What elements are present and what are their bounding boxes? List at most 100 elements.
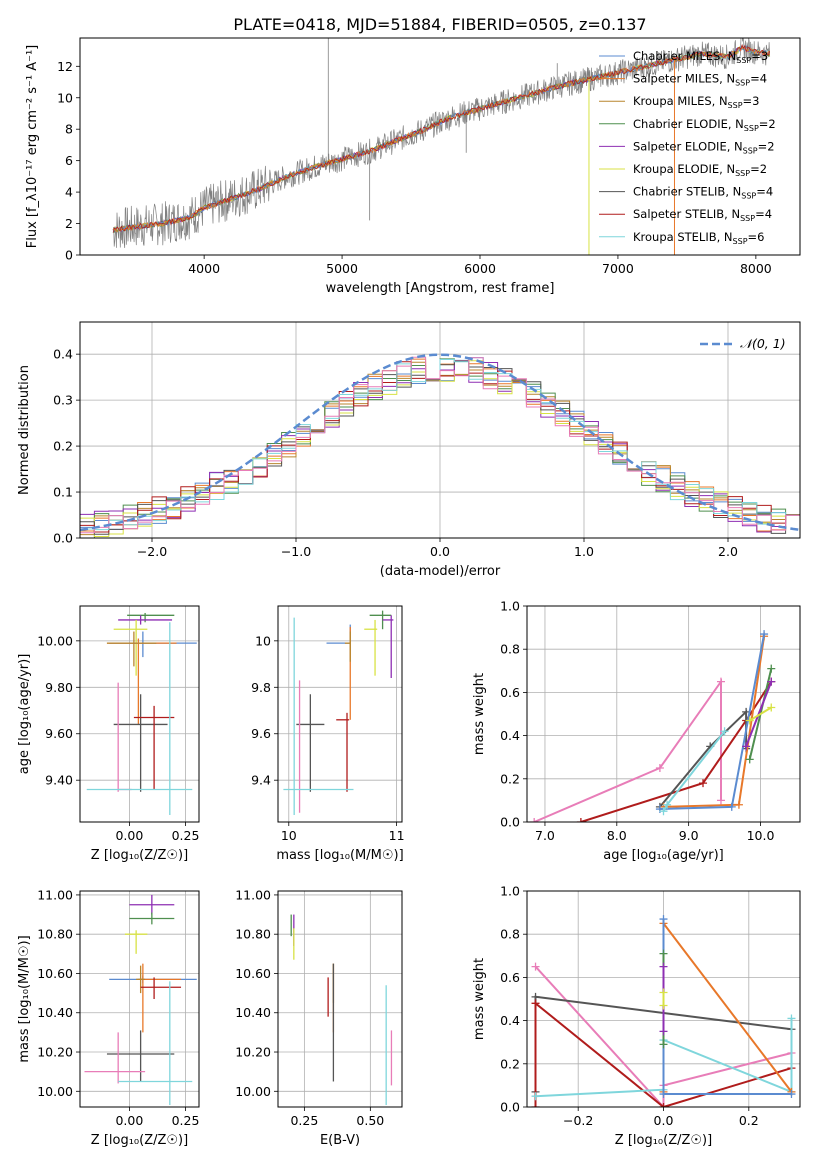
x-tick-label: 0.00 [115, 828, 143, 843]
plot-area-residuals [80, 353, 800, 538]
axes-frame [277, 890, 403, 1108]
axes-massweight_vs_Z: −0.2 0.0 0.2 0.0 0.2 0.4 0.6 0.8 1.0 Z [log₁₀(Z/Z… [472, 884, 801, 1148]
weight-series-kroupa_elodie [745, 703, 776, 725]
weight-series-chabrier_miles [655, 630, 769, 814]
weight-marker [531, 999, 540, 1008]
legend-entry: Chabrier MILES, NSSP=3 [633, 49, 768, 65]
weight-marker [787, 1014, 796, 1023]
x-tick-label: 7.0 [535, 828, 555, 843]
legend-entry: Kroupa STELIB, NSSP=6 [633, 230, 764, 246]
errorbar-point-chabrier_miles [109, 631, 197, 658]
axes-frame [79, 605, 200, 823]
errorbar-point-chabrier_miles [326, 624, 351, 651]
plot-massweight_vs_Z [527, 890, 800, 1108]
y-axis-label: mass weight [472, 673, 487, 755]
weight-marker [716, 796, 725, 805]
x-tick-label: 0.25 [290, 1113, 318, 1128]
y-tick-label: 10.40 [37, 1005, 73, 1020]
y-tick-label: 12 [57, 59, 73, 74]
weight-marker [745, 755, 754, 764]
plot-massweight_vs_age [527, 605, 800, 823]
histogram-pink [80, 356, 800, 534]
weight-marker [659, 1103, 668, 1107]
errorbar-point-kroupa_stelib [283, 617, 354, 816]
weight-marker [727, 802, 736, 811]
weight-marker [663, 800, 672, 809]
y-tick-label: 0.0 [53, 531, 73, 546]
x-tick-label: 7000 [602, 261, 634, 276]
y-tick-label: 11.00 [235, 887, 271, 902]
weight-line [662, 730, 726, 812]
x-tick-label: −0.2 [563, 1113, 593, 1128]
y-tick-label: 1.0 [500, 884, 520, 899]
y-tick-label: 4 [65, 185, 73, 200]
x-tick-label: 1.0 [574, 544, 594, 559]
y-tick-label: 9.6 [251, 726, 271, 741]
weight-marker [767, 664, 776, 673]
x-axis-label: Z [log₁₀(Z/Z☉)] [615, 1133, 712, 1148]
y-tick-label: 9.40 [45, 773, 73, 788]
weight-marker [787, 1090, 796, 1099]
y-tick-label: 0.4 [500, 1013, 520, 1028]
y-axis-label: Normed distribution [17, 365, 32, 495]
legend-entry: Kroupa ELODIE, NSSP=2 [633, 162, 767, 178]
x-tick-label: 2.0 [718, 544, 738, 559]
spectrum-legend: Chabrier MILES, NSSP=3 Salpeter MILES, NS… [599, 49, 776, 246]
weight-marker [745, 716, 754, 725]
errorbar-point-chabrier_stelib [106, 1030, 175, 1082]
errorbar-point-salpeter_stelib [336, 712, 350, 792]
weight-line [749, 706, 772, 722]
y-tick-label: 10.60 [235, 966, 271, 981]
x-axis-label: wavelength [Angstrom, rest frame] [326, 281, 555, 296]
y-tick-label: 0.0 [500, 815, 520, 830]
weight-marker [576, 818, 585, 822]
weight-marker [767, 703, 776, 712]
axes-frame [526, 605, 801, 823]
weight-marker [742, 742, 751, 751]
legend-entry: Chabrier ELODIE, NSSP=2 [633, 117, 776, 133]
axes-mass_vs_Z: 0.00 0.25 10.00 10.20 10.40 10.60 10.80 11.00 Z … [17, 887, 200, 1148]
weight-marker [659, 807, 668, 816]
errorbar-point-chabrier_stelib [296, 694, 325, 792]
x-tick-label: 8.0 [607, 828, 627, 843]
y-tick-label: 10.00 [37, 1084, 73, 1099]
plot-area-massweight_vs_Z [531, 915, 796, 1107]
y-tick-label: 0.6 [500, 970, 520, 985]
legend-entry: Kroupa MILES, NSSP=3 [633, 94, 759, 110]
plot-spectrum [112, 38, 771, 255]
errorbar-point-salpeter_elodie [129, 894, 175, 915]
y-tick-label: 10.80 [235, 927, 271, 942]
x-axis-label: Z [log₁₀(Z/Z☉)] [91, 1133, 188, 1148]
weight-marker [767, 677, 776, 686]
x-axis-label: mass [log₁₀(M/M☉)] [276, 848, 403, 863]
errorbar-point-salpeter_miles [106, 638, 177, 725]
weight-marker [659, 1001, 668, 1010]
errorbar-point-chabrier_elodie [129, 912, 175, 925]
x-tick-label: 0.00 [115, 1113, 143, 1128]
axes-massweight_vs_age: 7.0 8.0 9.0 10.0 0.0 0.2 0.4 0.6 0.8 1.0 age [log₁… [472, 599, 801, 863]
y-tick-label: 2 [65, 216, 73, 231]
plot-mass_vs_Z [80, 891, 199, 1107]
y-tick-label: 10 [57, 90, 73, 105]
x-tick-label: 5000 [326, 261, 358, 276]
errorbar-point-kroupa_elodie [113, 619, 148, 676]
y-tick-label: 9.80 [45, 680, 73, 695]
y-tick-label: 0.1 [53, 485, 73, 500]
weight-marker [659, 1090, 668, 1099]
y-tick-label: 10.60 [37, 966, 73, 981]
plot-area-spectrum [112, 38, 771, 255]
weight-marker [531, 1103, 540, 1107]
y-tick-label: 9.4 [251, 773, 271, 788]
axes-residuals: −2.0 −1.0 0.0 1.0 2.0 0.0 0.1 0.2 0.3 0.4 (data-mo… [17, 321, 801, 579]
weight-series-pink [530, 677, 725, 822]
errorbar-point-salpeter_stelib [140, 977, 182, 999]
plot-area-massweight_vs_age [530, 630, 776, 822]
y-tick-label: 10.80 [37, 927, 73, 942]
y-tick-label: 0.3 [53, 393, 73, 408]
errorbar-point-salpeter_stelib [133, 705, 175, 790]
weight-marker [531, 962, 540, 971]
errorbar-point-kroupa_miles [106, 631, 157, 667]
x-tick-label: 0.25 [172, 828, 200, 843]
y-tick-label: 10.00 [235, 1084, 271, 1099]
